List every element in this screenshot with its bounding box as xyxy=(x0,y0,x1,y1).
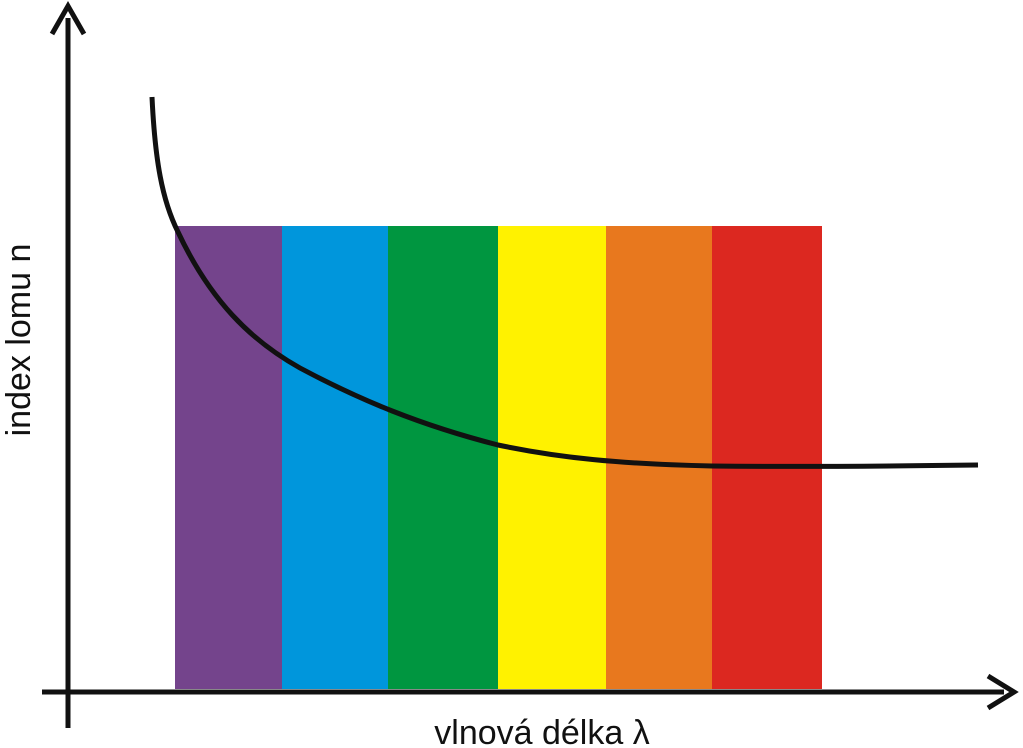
dispersion-curve xyxy=(149,96,979,469)
x-axis-arrow xyxy=(986,673,1019,711)
band-violet xyxy=(175,226,282,689)
y-axis-arrow xyxy=(49,0,87,36)
band-blue xyxy=(282,226,388,689)
band-green xyxy=(388,226,498,689)
band-red xyxy=(712,226,822,689)
x-axis-label: vlnová délka λ xyxy=(434,714,649,748)
band-orange xyxy=(606,226,712,689)
y-axis-label: index lomu n xyxy=(0,244,38,437)
